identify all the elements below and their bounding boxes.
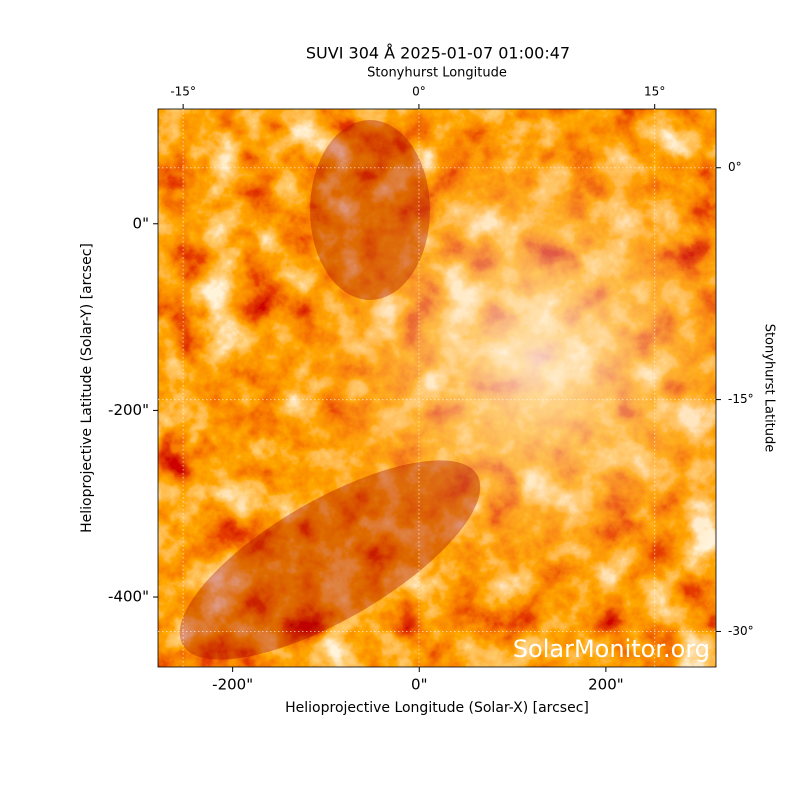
y-tick-label: -200": [108, 401, 149, 419]
y2-axis-label: Stonyhurst Latitude: [762, 324, 777, 453]
y2-tick-label: 0°: [728, 160, 742, 174]
y-tick-label: -400": [108, 588, 149, 606]
chart-title: SUVI 304 Å 2025-01-07 01:00:47: [306, 44, 570, 63]
x2-tick-label: 0°: [412, 85, 426, 99]
y2-tick-label: -15°: [728, 392, 754, 406]
x2-axis-label: Stonyhurst Longitude: [367, 66, 507, 81]
x-axis-label: Helioprojective Longitude (Solar-X) [arc…: [285, 700, 589, 716]
x-tick-label: 200": [588, 676, 624, 694]
solar-image: [158, 109, 716, 667]
x-tick-label: -200": [212, 676, 253, 694]
watermark: SolarMonitor.org: [513, 635, 710, 663]
y-tick-label: 0": [133, 214, 149, 232]
x-tick-label: 0": [411, 676, 427, 694]
plot-frame: [157, 108, 717, 668]
y-axis-label: Helioprojective Latitude (Solar-Y) [arcs…: [79, 243, 95, 533]
x2-tick-label: -15°: [170, 85, 196, 99]
y2-tick-label: -30°: [728, 624, 754, 638]
x2-tick-label: 15°: [644, 85, 665, 99]
